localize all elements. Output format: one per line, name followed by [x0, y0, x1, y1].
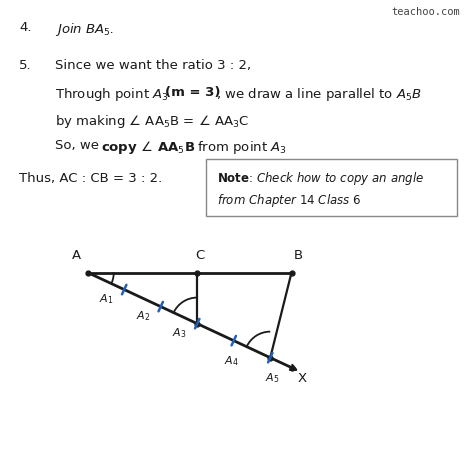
Text: Since we want the ratio 3 : 2,: Since we want the ratio 3 : 2, — [55, 59, 251, 72]
Text: (m = 3): (m = 3) — [165, 86, 220, 99]
Text: 5.: 5. — [19, 59, 32, 72]
Text: X: X — [298, 372, 307, 385]
Text: $\mathbf{Note}$: $\it{Check\ how\ to\ copy\ an\ angle}$: $\mathbf{Note}$: $\it{Check\ how\ to\ co… — [217, 170, 424, 187]
Text: $A_4$: $A_4$ — [224, 354, 239, 368]
Text: from point $A_3$: from point $A_3$ — [193, 139, 287, 156]
Text: So, we: So, we — [55, 139, 103, 152]
Text: $\it{from\ Chapter\ 14\ Class\ 6}$: $\it{from\ Chapter\ 14\ Class\ 6}$ — [217, 192, 362, 209]
Text: by making $\angle$ AA$_5$B = $\angle$ AA$_3$C: by making $\angle$ AA$_5$B = $\angle$ AA… — [55, 113, 249, 130]
Text: Thus, AC : CB = 3 : 2.: Thus, AC : CB = 3 : 2. — [19, 172, 162, 184]
Text: 4.: 4. — [19, 21, 31, 34]
FancyBboxPatch shape — [206, 159, 457, 216]
Text: B: B — [294, 249, 303, 262]
Text: $A_5$: $A_5$ — [265, 371, 280, 385]
Text: Through point $A_3$: Through point $A_3$ — [55, 86, 169, 103]
Text: $A_3$: $A_3$ — [172, 326, 186, 340]
Text: teachoo.com: teachoo.com — [391, 7, 460, 17]
Text: , we draw a line parallel to $A_5B$: , we draw a line parallel to $A_5B$ — [216, 86, 421, 103]
Text: A: A — [72, 249, 81, 262]
Text: C: C — [195, 249, 204, 262]
Text: Join $BA_5$.: Join $BA_5$. — [55, 21, 114, 38]
Text: copy $\angle$ AA$_5$B: copy $\angle$ AA$_5$B — [101, 139, 195, 156]
Text: $A_1$: $A_1$ — [99, 292, 113, 306]
Text: $A_2$: $A_2$ — [136, 309, 150, 323]
